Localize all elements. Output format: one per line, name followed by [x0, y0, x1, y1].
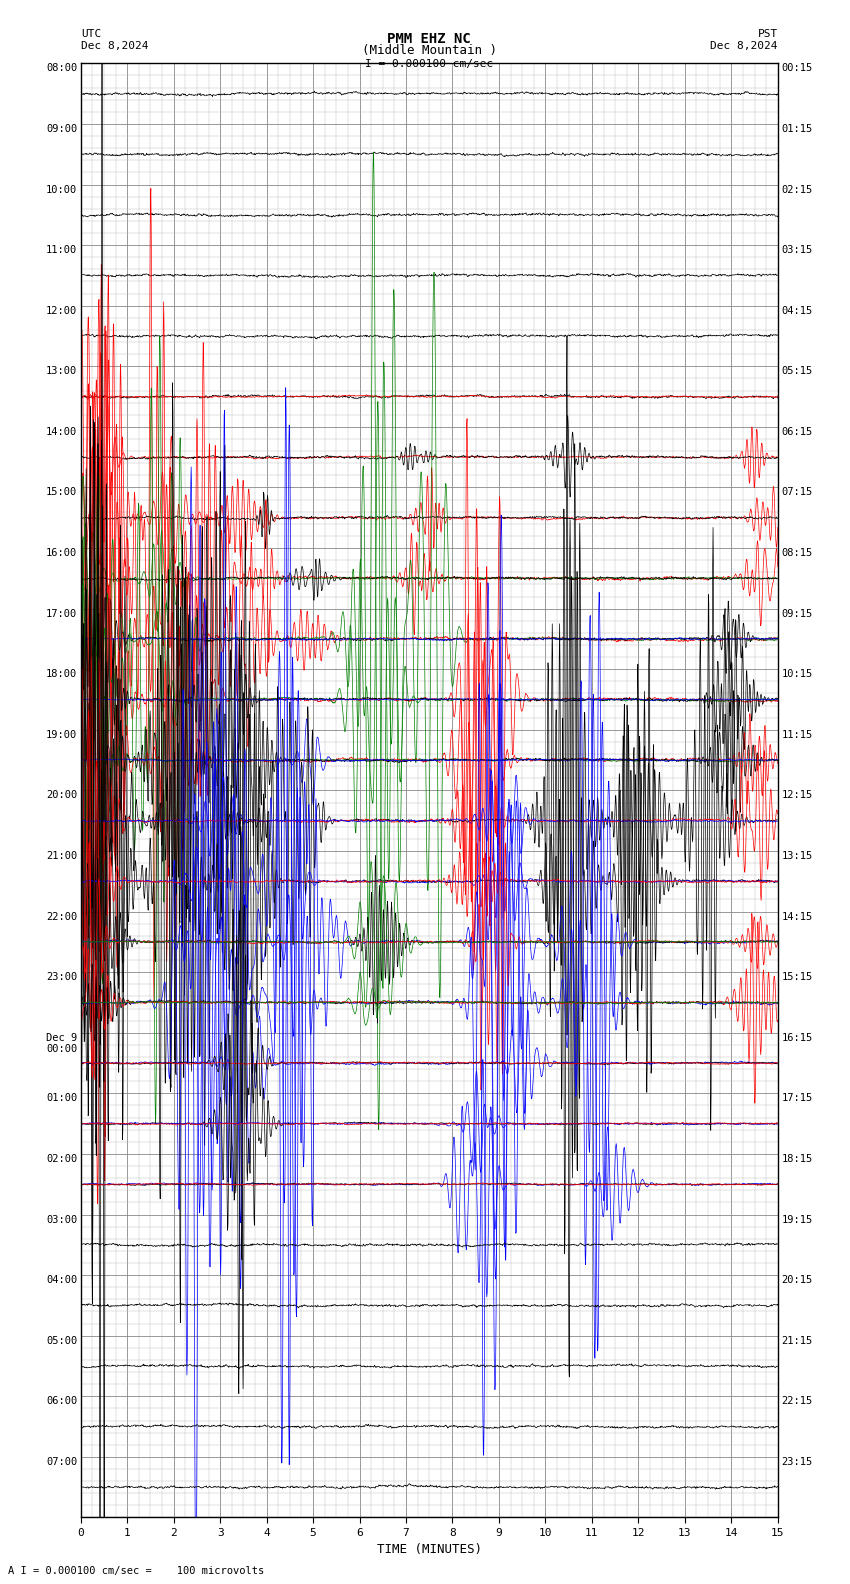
Text: 19:00: 19:00 [46, 730, 77, 740]
Text: 09:15: 09:15 [781, 608, 813, 619]
Text: 08:15: 08:15 [781, 548, 813, 558]
Text: Dec 8,2024: Dec 8,2024 [711, 41, 778, 51]
Text: 15:15: 15:15 [781, 973, 813, 982]
Text: 13:00: 13:00 [46, 366, 77, 377]
Text: 05:15: 05:15 [781, 366, 813, 377]
Text: 20:00: 20:00 [46, 790, 77, 800]
Text: 18:00: 18:00 [46, 668, 77, 680]
Text: 21:00: 21:00 [46, 851, 77, 862]
Text: UTC: UTC [81, 29, 101, 38]
Text: 17:15: 17:15 [781, 1093, 813, 1104]
Text: 06:00: 06:00 [46, 1397, 77, 1407]
Text: A I = 0.000100 cm/sec =    100 microvolts: A I = 0.000100 cm/sec = 100 microvolts [8, 1567, 264, 1576]
Text: 14:15: 14:15 [781, 912, 813, 922]
Text: 13:15: 13:15 [781, 851, 813, 862]
Text: 16:00: 16:00 [46, 548, 77, 558]
Text: 14:00: 14:00 [46, 428, 77, 437]
Text: 06:15: 06:15 [781, 428, 813, 437]
Text: 22:15: 22:15 [781, 1397, 813, 1407]
Text: 03:00: 03:00 [46, 1215, 77, 1224]
Text: 22:00: 22:00 [46, 912, 77, 922]
Text: 07:15: 07:15 [781, 488, 813, 497]
Text: 21:15: 21:15 [781, 1335, 813, 1346]
Text: 04:15: 04:15 [781, 306, 813, 315]
Text: 16:15: 16:15 [781, 1033, 813, 1042]
Text: 00:15: 00:15 [781, 63, 813, 73]
Text: PMM EHZ NC: PMM EHZ NC [388, 32, 471, 46]
Text: 23:15: 23:15 [781, 1457, 813, 1467]
Text: 01:15: 01:15 [781, 124, 813, 135]
Text: PST: PST [757, 29, 778, 38]
Text: 17:00: 17:00 [46, 608, 77, 619]
Text: 01:00: 01:00 [46, 1093, 77, 1104]
Text: Dec 8,2024: Dec 8,2024 [81, 41, 148, 51]
Text: 02:15: 02:15 [781, 184, 813, 195]
Text: 07:00: 07:00 [46, 1457, 77, 1467]
Text: 19:15: 19:15 [781, 1215, 813, 1224]
Text: 10:00: 10:00 [46, 184, 77, 195]
Text: 09:00: 09:00 [46, 124, 77, 135]
Text: 02:00: 02:00 [46, 1153, 77, 1164]
Text: 03:15: 03:15 [781, 246, 813, 255]
Text: 05:00: 05:00 [46, 1335, 77, 1346]
Text: 15:00: 15:00 [46, 488, 77, 497]
Text: 04:00: 04:00 [46, 1275, 77, 1285]
Text: 23:00: 23:00 [46, 973, 77, 982]
Text: I = 0.000100 cm/sec: I = 0.000100 cm/sec [366, 59, 493, 68]
X-axis label: TIME (MINUTES): TIME (MINUTES) [377, 1543, 482, 1557]
Text: 10:15: 10:15 [781, 668, 813, 680]
Text: 18:15: 18:15 [781, 1153, 813, 1164]
Text: 12:15: 12:15 [781, 790, 813, 800]
Text: Dec 9
00:00: Dec 9 00:00 [46, 1033, 77, 1055]
Text: 20:15: 20:15 [781, 1275, 813, 1285]
Text: 11:15: 11:15 [781, 730, 813, 740]
Text: (Middle Mountain ): (Middle Mountain ) [362, 44, 496, 57]
Text: 08:00: 08:00 [46, 63, 77, 73]
Text: 11:00: 11:00 [46, 246, 77, 255]
Text: 12:00: 12:00 [46, 306, 77, 315]
